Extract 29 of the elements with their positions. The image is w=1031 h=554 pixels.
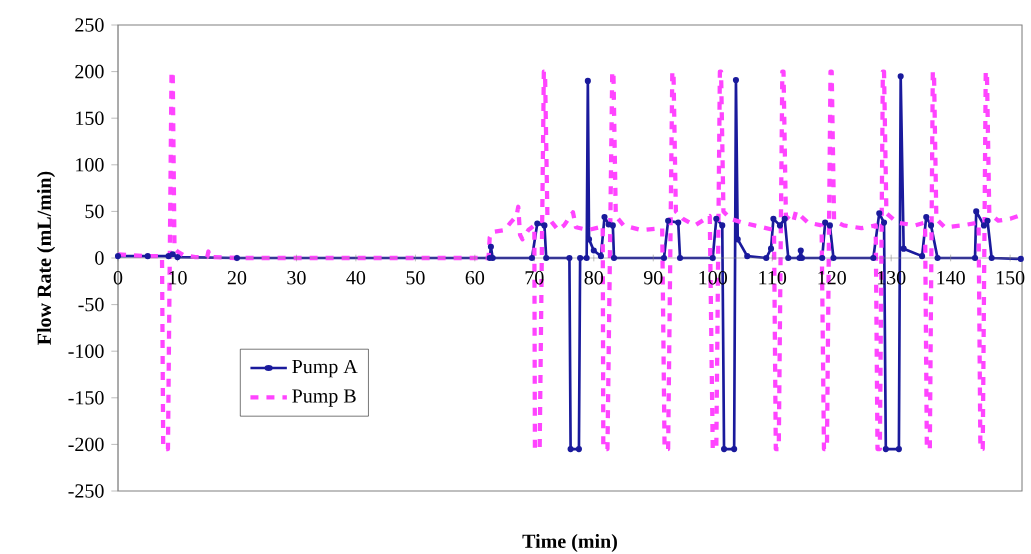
x-tick-label: 120 [818,270,846,285]
x-tick-label: 80 [584,270,604,285]
x-tick-label: 140 [937,270,965,285]
x-tick-label: 0 [113,270,123,285]
y-tick-label: 200 [75,64,104,79]
x-tick-label: 10 [169,270,187,285]
y-tick-label: -100 [68,344,104,358]
x-tick-label: 30 [287,270,306,285]
y-tick-label: -200 [68,437,104,452]
y-tick-label: 250 [75,18,104,32]
x-tick-label: 60 [465,270,485,285]
x-tick-label: 20 [227,270,247,285]
x-tick-label: 110 [759,270,787,285]
y-tick-label: -50 [78,297,104,312]
x-tick-label: 40 [346,270,366,285]
x-tick-label: 70 [525,270,544,285]
y-tick-label: 150 [76,111,104,125]
y-tick-label: -150 [68,391,104,405]
y-tick-label: -250 [68,484,104,498]
x-tick-label: 50 [406,270,425,285]
x-axis-title: Time (min) [522,533,617,553]
y-tick-label: 50 [85,204,104,219]
y-axis-title: Flow Rate (mL/min) [36,171,56,345]
x-tick-label: 150 [996,270,1025,285]
legend-label: Pump A [292,359,358,378]
y-tick-label: 100 [76,158,104,172]
x-tick-label: 90 [643,270,663,285]
y-tick-label: 0 [95,251,104,265]
legend-label: Pump B [292,389,356,407]
